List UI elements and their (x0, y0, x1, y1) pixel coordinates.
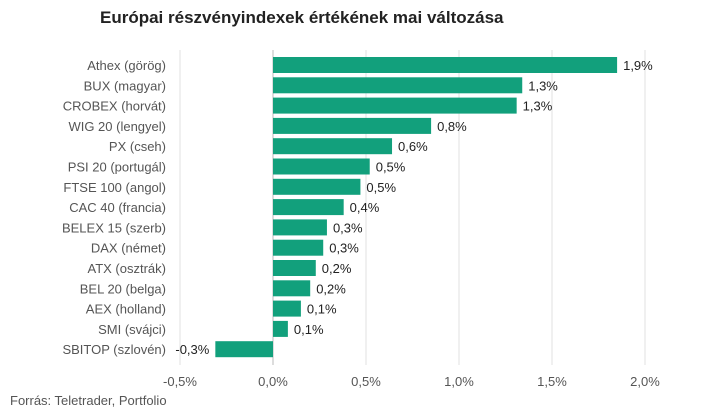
labels: -0,5% 0,0% 0,5% 1,0% 1,5% 2,0% Athex (görög) 1,… (62, 58, 660, 389)
bar (273, 117, 432, 134)
category-label: Athex (görög) (87, 58, 166, 73)
category-label: DAX (német) (91, 241, 166, 256)
bar (215, 341, 273, 358)
data-label: 0,3% (333, 220, 363, 235)
data-label: -0,3% (175, 342, 209, 357)
bar (273, 77, 523, 94)
category-label: PSI 20 (portugál) (68, 160, 166, 175)
category-label: PX (cseh) (109, 139, 166, 154)
bar (273, 57, 618, 73)
bars (215, 57, 618, 358)
bar-chart: -0,5% 0,0% 0,5% 1,0% 1,5% 2,0% Athex (görög) 1,… (62, 50, 660, 389)
category-label: WIG 20 (lengyel) (68, 119, 166, 134)
category-label: FTSE 100 (angol) (63, 180, 166, 195)
data-label: 0,2% (316, 281, 346, 296)
data-label: 1,9% (623, 58, 653, 73)
data-label: 0,6% (398, 139, 428, 154)
category-label: SBITOP (szlovén) (62, 342, 166, 357)
category-label: AEX (holland) (86, 302, 166, 317)
bar (273, 280, 311, 297)
category-label: ATX (osztrák) (88, 261, 167, 276)
x-tick-label: 0,0% (258, 374, 288, 389)
data-label: 1,3% (523, 99, 553, 114)
gridlines (179, 50, 646, 365)
bar (273, 260, 316, 276)
bar (273, 320, 288, 337)
bar (273, 138, 393, 155)
bar (273, 97, 517, 114)
category-label: CROBEX (horvát) (63, 99, 166, 114)
bar (273, 300, 301, 317)
data-label: 0,5% (376, 160, 406, 175)
chart-title: Európai részvényindexek értékének mai vá… (100, 8, 504, 27)
x-tick-label: 2,0% (630, 374, 660, 389)
x-tick-label: 0,5% (351, 374, 381, 389)
category-label: BELEX 15 (szerb) (62, 220, 166, 235)
category-label: BUX (magyar) (84, 78, 166, 93)
x-tick-label: 1,5% (537, 374, 567, 389)
category-label: SMI (svájci) (98, 322, 166, 337)
bar (273, 239, 324, 256)
source-note: Forrás: Teletrader, Portfolio (10, 393, 167, 408)
data-label: 0,1% (307, 302, 337, 317)
bar (273, 158, 370, 175)
category-label: BEL 20 (belga) (80, 281, 166, 296)
data-label: 0,2% (322, 261, 352, 276)
x-tick-label: 1,0% (444, 374, 474, 389)
data-label: 0,5% (366, 180, 396, 195)
data-label: 1,3% (528, 78, 558, 93)
data-label: 0,8% (437, 119, 467, 134)
bar (273, 178, 361, 195)
data-label: 0,4% (350, 200, 380, 215)
bar (273, 199, 344, 216)
x-tick-label: -0,5% (163, 374, 197, 389)
data-label: 0,1% (294, 322, 324, 337)
bar (273, 219, 327, 236)
category-label: CAC 40 (francia) (69, 200, 166, 215)
data-label: 0,3% (329, 241, 359, 256)
